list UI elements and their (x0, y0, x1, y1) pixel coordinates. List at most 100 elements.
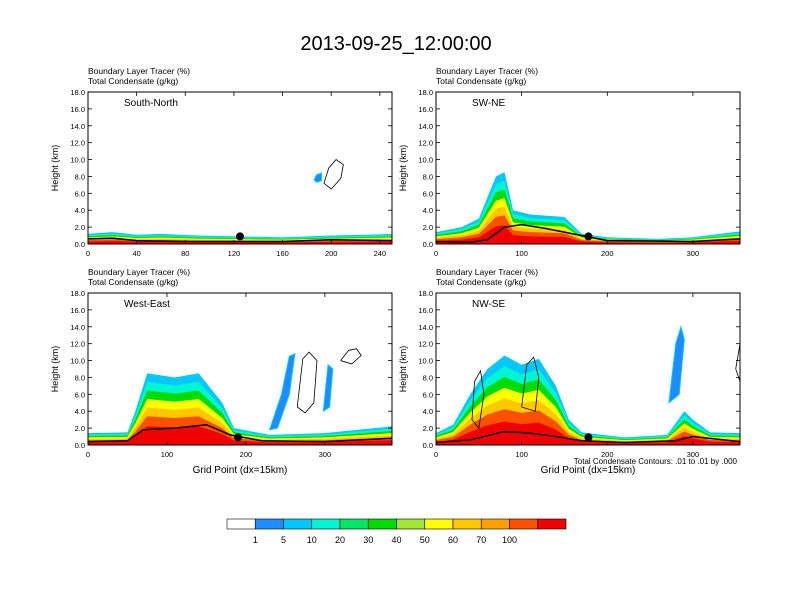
y-tick-label: 6.0 (75, 390, 85, 399)
plot-frame (87, 292, 393, 446)
terrain-line (88, 423, 392, 443)
colorbar-label: 50 (420, 535, 430, 545)
colorbar-label: 60 (448, 535, 458, 545)
colorbar-label: 70 (476, 535, 486, 545)
section-label: West-East (124, 299, 170, 310)
x-tick-label: 240 (374, 249, 387, 258)
tracer-blob-0 (268, 352, 296, 431)
colorbar-swatch-6 (396, 518, 426, 530)
x-tick-label: 0 (434, 450, 438, 459)
y-tick-label: 6.0 (75, 189, 85, 198)
terrain-line (88, 237, 392, 243)
tracer-blob-1 (322, 363, 334, 413)
terrain-line (436, 223, 740, 244)
y-tick-label: 8.0 (423, 373, 433, 382)
x-tick-label: 300 (687, 450, 700, 459)
tracer-layer-6 (436, 421, 740, 445)
x-tick-label: 200 (240, 450, 253, 459)
colorbar-label: 10 (307, 535, 317, 545)
location-marker (584, 433, 593, 442)
y-tick-label: 12.0 (418, 139, 433, 148)
colorbar-swatch-9 (480, 518, 510, 530)
y-tick-label: 2.0 (423, 223, 433, 232)
section-label: SW-NE (472, 98, 505, 109)
condensate-contour-0 (323, 159, 344, 190)
y-axis-label: Height (km) (398, 145, 408, 192)
condensate-contour-0 (471, 369, 485, 430)
panel-title-line1: Boundary Layer Tracer (%) (436, 267, 538, 277)
y-tick-label: 16.0 (70, 105, 85, 114)
y-tick-label: 18.0 (418, 88, 433, 97)
tracer-blob-0 (668, 324, 685, 404)
y-tick-label: 6.0 (423, 189, 433, 198)
colorbar-label: 20 (335, 535, 345, 545)
y-tick-label: 2.0 (423, 424, 433, 433)
y-tick-label: 12.0 (418, 340, 433, 349)
panel-title-line1: Boundary Layer Tracer (%) (436, 66, 538, 76)
y-tick-label: 12.0 (70, 340, 85, 349)
x-tick-label: 0 (86, 249, 90, 258)
y-tick-label: 18.0 (70, 289, 85, 298)
y-tick-label: 14.0 (70, 122, 85, 131)
condensate-contour-1 (340, 348, 362, 365)
location-marker (584, 232, 593, 241)
panel-bottom-right: 0.0 2.0 4.0 6.0 8.0 10.0 12.0 14.0 16.0 18.0 0 100 2… (398, 267, 741, 476)
x-tick-label: 0 (434, 249, 438, 258)
x-tick-label: 160 (276, 249, 289, 258)
colorbar-swatch-11 (537, 518, 567, 530)
y-tick-label: 16.0 (418, 105, 433, 114)
x-tick-label: 0 (86, 450, 90, 459)
y-tick-label: 0.0 (423, 240, 433, 249)
plot-frame (87, 91, 393, 245)
colorbar-swatch-3 (311, 518, 341, 530)
colorbar-swatch-5 (367, 518, 397, 530)
x-tick-label: 200 (325, 249, 338, 258)
chart-title: 2013-09-25_12:00:00 (300, 33, 491, 55)
y-tick-label: 0.0 (75, 441, 85, 450)
y-tick-label: 16.0 (418, 306, 433, 315)
condensate-contour-0 (296, 351, 318, 414)
tracer-layer-6 (436, 225, 740, 244)
x-tick-label: 300 (319, 450, 332, 459)
y-tick-label: 4.0 (75, 206, 85, 215)
y-axis-label: Height (km) (398, 346, 408, 393)
colorbar-label: 1 (253, 535, 258, 545)
tracer-layer-6 (88, 426, 392, 445)
colorbar-swatch-10 (509, 518, 539, 530)
colorbar-swatch-2 (283, 518, 313, 530)
x-axis-label: Grid Point (dx=15km) (541, 465, 636, 476)
y-tick-label: 18.0 (70, 88, 85, 97)
x-tick-label: 300 (687, 249, 700, 258)
condensate-contour-2 (735, 343, 740, 382)
condensate-contour-1 (521, 356, 540, 412)
y-tick-label: 2.0 (75, 424, 85, 433)
y-tick-label: 2.0 (75, 223, 85, 232)
panel-title-line1: Boundary Layer Tracer (%) (88, 66, 190, 76)
x-tick-label: 100 (161, 450, 174, 459)
colorbar-swatch-4 (339, 518, 369, 530)
y-tick-label: 16.0 (70, 306, 85, 315)
y-tick-label: 14.0 (418, 122, 433, 131)
x-tick-label: 100 (515, 249, 528, 258)
plot-area (88, 348, 392, 445)
x-tick-label: 80 (181, 249, 189, 258)
tracer-blob-0 (313, 172, 322, 183)
colorbar-label: 40 (391, 535, 401, 545)
y-tick-label: 8.0 (75, 172, 85, 181)
panel-bottom-left: 0.0 2.0 4.0 6.0 8.0 10.0 12.0 14.0 16.0 18.0 0 100 2… (50, 267, 393, 476)
y-axis-label: Height (km) (50, 145, 60, 192)
panel-top-left: 0.0 2.0 4.0 6.0 8.0 10.0 12.0 14.0 16.0 18.0 0 40 80… (50, 66, 393, 258)
location-marker (234, 433, 243, 442)
colorbar-swatch-7 (424, 518, 454, 530)
plot-area (436, 172, 740, 244)
panel-title-line2: Total Condensate (g/kg) (436, 76, 526, 86)
plot-frame (435, 91, 741, 245)
panel-title-line2: Total Condensate (g/kg) (436, 277, 526, 287)
section-label: South-North (124, 98, 178, 109)
colorbar-label: 100 (502, 535, 517, 545)
colorbar-label: 30 (363, 535, 373, 545)
panels: 0.0 2.0 4.0 6.0 8.0 10.0 12.0 14.0 16.0 18.0 0 40 80… (50, 66, 741, 476)
x-axis-label: Grid Point (dx=15km) (193, 465, 288, 476)
